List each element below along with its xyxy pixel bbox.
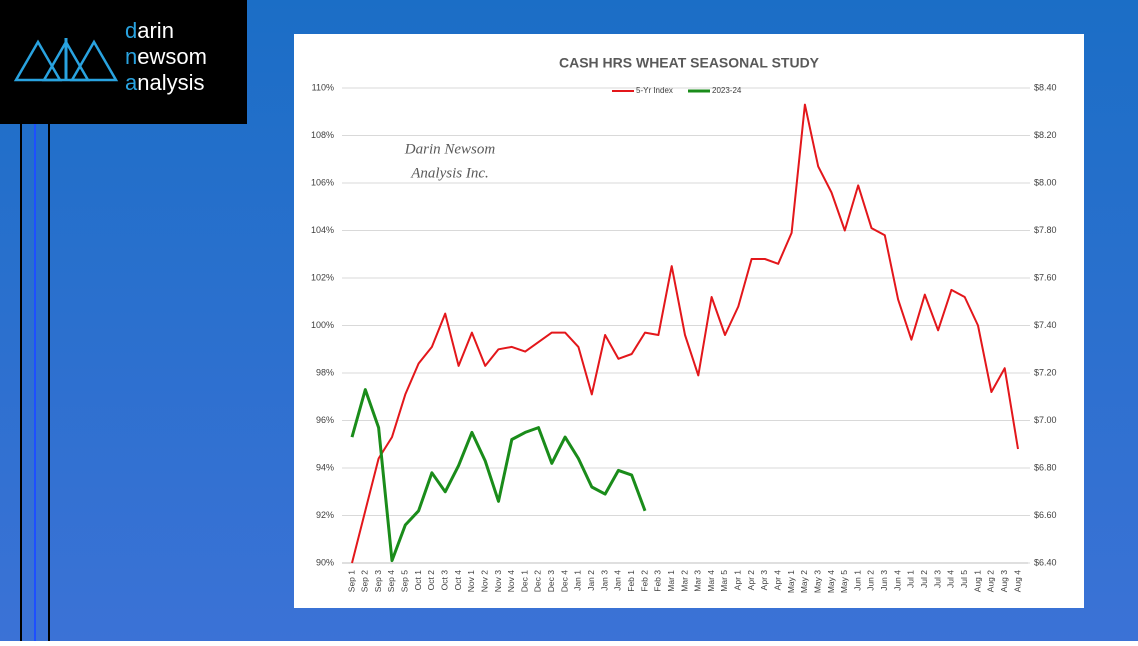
logo-line: darin	[125, 18, 174, 43]
logo-rest: arin	[137, 18, 174, 43]
x-tick-label: Aug 1	[972, 570, 982, 592]
x-tick-label: Jan 3	[599, 570, 609, 591]
x-tick-label: Sep 3	[373, 570, 383, 592]
x-tick-label: Dec 3	[546, 570, 556, 592]
x-tick-label: Jun 4	[892, 570, 902, 591]
x-tick-label: May 2	[799, 570, 809, 593]
x-tick-label: Jan 2	[586, 570, 596, 591]
watermark: Analysis Inc.	[410, 165, 488, 181]
x-tick-label: Oct 1	[413, 570, 423, 591]
x-tick-label: Apr 2	[746, 570, 756, 591]
x-tick-label: Oct 4	[453, 570, 463, 591]
x-tick-label: Nov 4	[506, 570, 516, 592]
x-tick-label: Jun 2	[866, 570, 876, 591]
x-tick-label: Aug 4	[1012, 570, 1022, 592]
x-tick-label: Jul 4	[946, 570, 956, 588]
x-tick-label: May 1	[786, 570, 796, 593]
x-tick-label: Aug 2	[986, 570, 996, 592]
y2-tick-label: $6.80	[1034, 462, 1057, 472]
x-tick-label: Mar 2	[679, 570, 689, 592]
x-tick-label: Sep 2	[360, 570, 370, 592]
y2-tick-label: $8.20	[1034, 130, 1057, 140]
watermark: Darin Newsom	[404, 141, 496, 157]
x-tick-label: Jul 2	[919, 570, 929, 588]
y2-tick-label: $8.40	[1034, 82, 1057, 92]
y-tick-label: 94%	[316, 462, 334, 472]
chart-panel	[294, 34, 1084, 608]
x-tick-label: Apr 4	[772, 570, 782, 591]
y-tick-label: 106%	[311, 177, 334, 187]
x-tick-label: Jan 4	[613, 570, 623, 591]
x-tick-label: Sep 1	[346, 570, 356, 592]
y2-tick-label: $7.60	[1034, 272, 1057, 282]
x-tick-label: May 4	[826, 570, 836, 593]
x-tick-label: Jul 1	[906, 570, 916, 588]
y-tick-label: 102%	[311, 272, 334, 282]
y-tick-label: 110%	[312, 82, 334, 92]
x-tick-label: Nov 1	[466, 570, 476, 592]
x-tick-label: Jun 1	[852, 570, 862, 591]
x-tick-label: Dec 2	[533, 570, 543, 592]
y-tick-label: 104%	[311, 225, 334, 235]
logo-box	[0, 0, 247, 124]
y2-tick-label: $7.80	[1034, 225, 1057, 235]
y2-tick-label: $8.00	[1034, 177, 1057, 187]
series-line	[350, 388, 647, 563]
x-tick-label: Nov 3	[493, 570, 503, 592]
y-tick-label: 100%	[311, 320, 334, 330]
x-tick-label: Aug 3	[999, 570, 1009, 592]
y2-tick-label: $6.60	[1034, 510, 1057, 520]
x-tick-label: May 3	[812, 570, 822, 593]
logo-rest: ewsom	[137, 44, 207, 69]
y2-tick-label: $6.40	[1034, 557, 1057, 567]
logo-rest: nalysis	[137, 70, 204, 95]
series-line	[351, 103, 1019, 564]
y2-tick-label: $7.40	[1034, 320, 1057, 330]
y-tick-label: 98%	[316, 367, 334, 377]
x-tick-label: Feb 1	[626, 570, 636, 592]
y-tick-label: 108%	[311, 130, 334, 140]
legend-label: 5-Yr Index	[636, 86, 673, 95]
x-tick-label: Oct 2	[426, 570, 436, 591]
x-tick-label: Sep 4	[386, 570, 396, 592]
x-tick-label: Oct 3	[439, 570, 449, 591]
x-tick-label: Dec 4	[559, 570, 569, 592]
y2-tick-label: $7.20	[1034, 367, 1057, 377]
logo-icon	[13, 38, 119, 82]
y2-tick-label: $7.00	[1034, 415, 1057, 425]
logo-accent: a	[125, 70, 138, 95]
x-tick-label: Feb 3	[653, 570, 663, 592]
x-tick-label: May 5	[839, 570, 849, 593]
y-tick-label: 90%	[316, 557, 334, 567]
x-tick-label: Mar 4	[706, 570, 716, 592]
x-tick-label: Mar 1	[666, 570, 676, 592]
x-tick-label: Sep 5	[400, 570, 410, 592]
x-tick-label: Apr 1	[733, 570, 743, 591]
logo-line: newsom	[125, 44, 207, 69]
y-tick-label: 92%	[316, 510, 334, 520]
x-tick-label: Mar 3	[693, 570, 703, 592]
x-tick-label: Apr 3	[759, 570, 769, 591]
x-tick-label: Feb 2	[639, 570, 649, 592]
y-tick-label: 96%	[316, 415, 334, 425]
x-tick-label: Jul 5	[959, 570, 969, 588]
logo-line: analysis	[125, 70, 205, 95]
x-tick-label: Jan 1	[573, 570, 583, 591]
chart-title: CASH HRS WHEAT SEASONAL STUDY	[559, 55, 820, 71]
x-tick-label: Dec 1	[519, 570, 529, 592]
logo-accent: n	[125, 44, 137, 69]
x-tick-label: Jun 3	[879, 570, 889, 591]
legend-label: 2023-24	[712, 86, 742, 95]
x-tick-label: Mar 5	[719, 570, 729, 592]
logo-accent: d	[125, 18, 137, 43]
x-tick-label: Jul 3	[932, 570, 942, 588]
x-tick-label: Nov 2	[479, 570, 489, 592]
